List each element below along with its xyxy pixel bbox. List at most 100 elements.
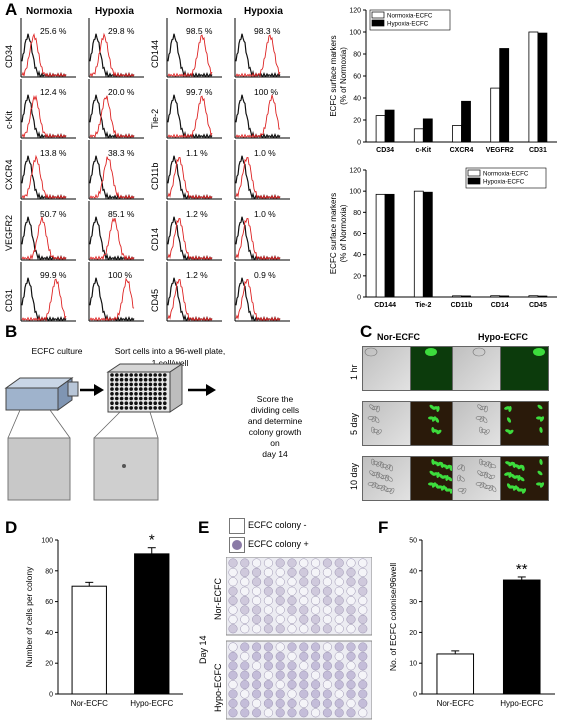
x-tick-label: CD34 <box>376 147 394 154</box>
well <box>143 406 148 410</box>
colony-plates <box>226 557 372 720</box>
well <box>124 377 129 382</box>
y-tick-label: 20 <box>409 630 417 637</box>
plate-well <box>240 651 250 661</box>
plate-well <box>299 651 309 661</box>
flow-percentage: 1.2 % <box>186 209 208 219</box>
cell <box>376 429 382 435</box>
plate-well <box>228 708 238 718</box>
cell <box>425 348 437 356</box>
plate-well <box>252 680 262 690</box>
plate-well <box>334 670 344 680</box>
colony-positive-swatch <box>229 537 245 553</box>
phase-micrograph <box>362 346 411 391</box>
isotype-curve <box>21 277 67 322</box>
cell <box>482 416 488 424</box>
plate-well <box>311 605 321 615</box>
y-tick-label: 120 <box>349 8 361 15</box>
plate-well <box>334 642 344 652</box>
cell <box>380 474 388 480</box>
y-axis-label: No. of ECFC colonise/96well <box>388 563 398 671</box>
x-tick-label: c-Kit <box>416 147 432 154</box>
plate-well <box>228 624 238 634</box>
flow-percentage: 1.0 % <box>254 148 276 158</box>
colonies-per-well-chart: 0 10 20 30 40 50 No. of ECFC colonise/96well No… <box>388 538 555 708</box>
well <box>124 401 129 405</box>
flow-histogram <box>20 79 76 139</box>
bar <box>502 579 541 695</box>
plate-well <box>252 567 262 577</box>
y-tick-label: 0 <box>413 692 417 699</box>
plate-well <box>275 605 285 615</box>
step-score-line6: day 14 <box>262 449 288 459</box>
plate-well <box>346 614 356 624</box>
plate-well <box>311 661 321 671</box>
isotype-curve <box>21 94 67 139</box>
plate-well <box>311 577 321 587</box>
cell <box>477 404 483 410</box>
bar <box>436 653 475 695</box>
workflow-diagram <box>4 363 216 501</box>
plate-well <box>346 651 356 661</box>
step-score-line4: colony growth <box>248 427 302 437</box>
flow-percentage: 1.1 % <box>186 148 208 158</box>
flow-histogram <box>88 18 144 78</box>
y-tick-label: 60 <box>45 599 53 606</box>
well <box>134 373 138 377</box>
y-tick-label: 40 <box>353 252 361 259</box>
plate-well <box>334 624 344 634</box>
plate-well <box>240 680 250 690</box>
plate-well <box>263 661 273 671</box>
plate-well <box>311 558 321 568</box>
cell <box>434 417 440 423</box>
cell-dots <box>367 458 395 495</box>
plate-well <box>346 567 356 577</box>
bar <box>422 118 433 143</box>
marker-curve <box>235 218 281 261</box>
plate-well <box>346 698 356 708</box>
y-axis-label: ECFC surface markers(% of Normoxia) <box>329 193 348 274</box>
cell <box>537 470 543 476</box>
plate-well <box>252 651 262 661</box>
well <box>163 396 167 401</box>
plate-well <box>240 586 250 596</box>
well <box>148 401 153 405</box>
cell <box>381 463 389 469</box>
plate-well <box>252 596 262 606</box>
y-tick-label: 20 <box>353 118 361 125</box>
well <box>134 387 138 391</box>
plate-well <box>334 661 344 671</box>
flow-row-label: VEGFR2 <box>4 214 14 251</box>
cell <box>461 487 467 495</box>
plate-well <box>252 642 262 652</box>
isotype-curve <box>21 155 67 200</box>
plate-well <box>358 670 368 680</box>
plate-well <box>263 651 273 661</box>
cell <box>517 475 521 481</box>
cell <box>479 405 487 411</box>
flow-percentage: 99.9 % <box>40 270 67 280</box>
flow-row-label: CD144 <box>150 39 160 68</box>
plate-well <box>299 661 309 671</box>
flow-row-label: CD34 <box>4 44 14 68</box>
well <box>148 396 153 401</box>
cell <box>371 458 375 466</box>
well <box>115 406 119 410</box>
cell <box>484 471 488 479</box>
cell <box>479 458 483 466</box>
bar <box>528 31 539 143</box>
well <box>110 396 114 401</box>
flow-percentage: 12.4 % <box>40 87 67 97</box>
plate-well <box>275 698 285 708</box>
well <box>139 382 143 387</box>
x-tick-label: Tie-2 <box>415 302 431 309</box>
well <box>124 373 129 377</box>
cell <box>475 416 483 420</box>
plate-well <box>334 614 344 624</box>
legend-label: Normoxia-ECFC <box>483 171 529 178</box>
marker-curve <box>235 279 281 322</box>
cell-dots <box>428 404 442 435</box>
step-score-line3: and determine <box>247 416 303 426</box>
flow-percentage: 1.2 % <box>186 270 208 280</box>
flow-percentage: 13.8 % <box>40 148 67 158</box>
